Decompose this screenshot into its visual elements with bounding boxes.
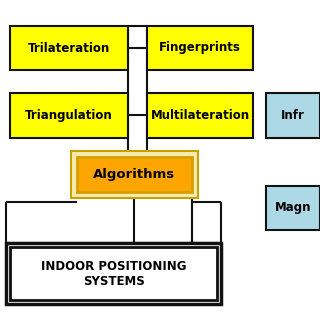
Bar — [147, 26, 253, 70]
Bar — [10, 26, 128, 70]
Bar — [71, 151, 198, 198]
Bar — [147, 93, 253, 138]
Bar — [266, 93, 320, 138]
Bar — [6, 243, 221, 304]
Text: Infr: Infr — [281, 109, 305, 122]
Bar — [266, 186, 320, 230]
Text: Algorithms: Algorithms — [93, 168, 175, 181]
Bar — [10, 93, 128, 138]
Text: Trilateration: Trilateration — [28, 42, 110, 54]
Text: Magn: Magn — [275, 202, 311, 214]
Text: Triangulation: Triangulation — [25, 109, 113, 122]
Bar — [10, 247, 217, 300]
Text: Multilateration: Multilateration — [150, 109, 250, 122]
Text: INDOOR POSITIONING
SYSTEMS: INDOOR POSITIONING SYSTEMS — [41, 260, 186, 288]
Text: Fingerprints: Fingerprints — [159, 42, 241, 54]
Bar — [77, 157, 192, 192]
